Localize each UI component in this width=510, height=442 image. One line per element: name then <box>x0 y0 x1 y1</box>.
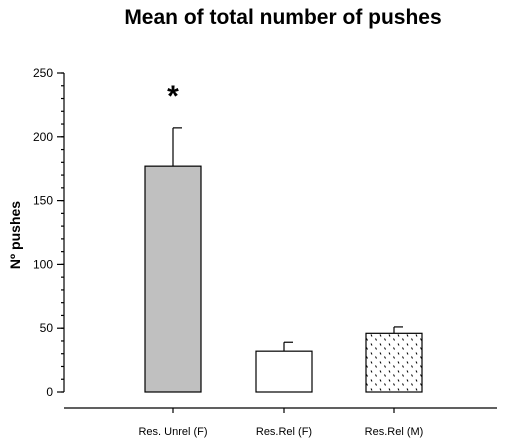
x-tick-label: Res.Rel (F) <box>256 426 312 438</box>
bars <box>144 165 423 393</box>
annotations: * <box>167 80 179 113</box>
y-tick-label: 100 <box>33 257 53 271</box>
y-tick-label: 0 <box>46 385 53 399</box>
y-axis: 0 50 100 150 200 250 <box>33 66 65 399</box>
y-tick-label: 50 <box>40 321 54 335</box>
y-tick-label: 200 <box>33 130 53 144</box>
category-labels: Res. Unrel (F) Res.Rel (F) Res.Rel (M) <box>138 426 423 438</box>
x-axis <box>64 407 497 413</box>
bar-3 <box>365 332 423 393</box>
y-tick-label: 250 <box>33 66 53 80</box>
error-bars <box>172 127 403 352</box>
y-axis-label: Nº pushes <box>7 201 23 269</box>
x-tick-label: Res.Rel (M) <box>365 426 424 438</box>
x-tick-label: Res. Unrel (F) <box>138 426 207 438</box>
bar-2 <box>255 350 313 393</box>
y-tick-label: 150 <box>33 194 53 208</box>
chart-title: Mean of total number of pushes <box>124 6 441 29</box>
significance-asterisk: * <box>167 80 179 113</box>
bar-1 <box>144 165 202 393</box>
